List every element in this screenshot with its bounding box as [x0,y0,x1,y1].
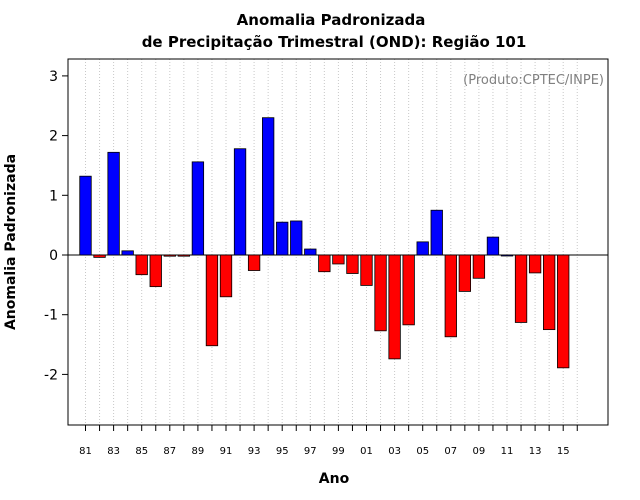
bar-13 [528,254,542,274]
bars [79,117,570,369]
x-tick-label: 91 [220,446,233,457]
x-tick-label: 81 [79,446,92,457]
x-tick-label: 85 [135,446,148,457]
x-tick-label: 89 [192,446,205,457]
bar-15 [557,254,570,369]
y-tick-label: -2 [44,367,58,383]
bar-90 [205,254,219,347]
x-tick-label: 87 [163,446,176,457]
bar-05 [416,241,429,256]
bar-93 [247,254,261,271]
x-tick-label: 13 [529,446,542,457]
x-tick-label: 93 [248,446,261,457]
x-tick-label: 83 [107,446,120,457]
y-tick-label: 2 [49,129,58,145]
bar-82 [93,254,106,258]
bar-09 [472,254,486,279]
x-axis-label: Ano [319,471,350,487]
x-tick-label: 05 [416,446,429,457]
bar-97 [304,248,317,256]
bar-85 [135,254,148,276]
bar-01 [360,254,373,286]
bar-89 [191,161,205,256]
chart-subtitle: de Precipitação Trimestral (OND): Região… [142,33,527,51]
bar-83 [107,151,120,256]
x-tick-label: 03 [388,446,401,457]
bar-87 [163,254,176,257]
bar-03 [388,254,401,360]
bar-00 [346,254,359,274]
bar-91 [219,254,233,298]
bar-06 [430,209,443,256]
y-tick-label: 3 [49,69,58,85]
bar-02 [374,254,387,332]
x-tick-label: 09 [473,446,486,457]
x-axis: 81 83 85 87 89 91 93 95 97 99 01 03 05 07 09 11 13 15 [79,425,578,457]
bar-11 [500,254,514,257]
y-tick-label: 1 [49,188,58,204]
bar-99 [332,254,345,265]
bar-95 [276,221,289,256]
bar-92 [233,148,247,256]
bar-81 [79,175,92,256]
bar-08 [458,254,472,292]
bar-98 [318,254,331,273]
y-tick-label: -1 [44,308,58,324]
bar-86 [149,254,162,288]
bar-94 [261,117,275,256]
y-tick-label: 0 [49,248,58,264]
bar-88 [177,254,191,257]
x-tick-label: 15 [557,446,570,457]
x-tick-label: 07 [444,446,457,457]
bar-07 [444,254,457,338]
y-axis-label: Anomalia Padronizada [3,154,19,330]
y-axis: -2 -1 0 1 2 3 [44,69,68,383]
credit-note: (Produto:CPTEC/INPE) [463,73,604,88]
bar-14 [543,254,556,331]
bar-12 [514,254,528,323]
bar-84 [121,250,134,256]
grid [85,59,578,425]
x-tick-label: 97 [304,446,317,457]
x-tick-label: 01 [360,446,373,457]
bar-96 [290,220,303,256]
x-tick-label: 95 [276,446,289,457]
bar-10 [486,236,500,256]
chart-title: Anomalia Padronizada [237,11,426,29]
x-tick-label: 11 [501,446,514,457]
x-tick-label: 99 [332,446,345,457]
bar-04 [402,254,415,326]
